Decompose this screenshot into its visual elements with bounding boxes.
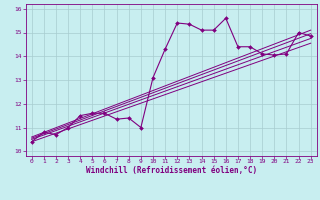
X-axis label: Windchill (Refroidissement éolien,°C): Windchill (Refroidissement éolien,°C) [86,166,257,175]
